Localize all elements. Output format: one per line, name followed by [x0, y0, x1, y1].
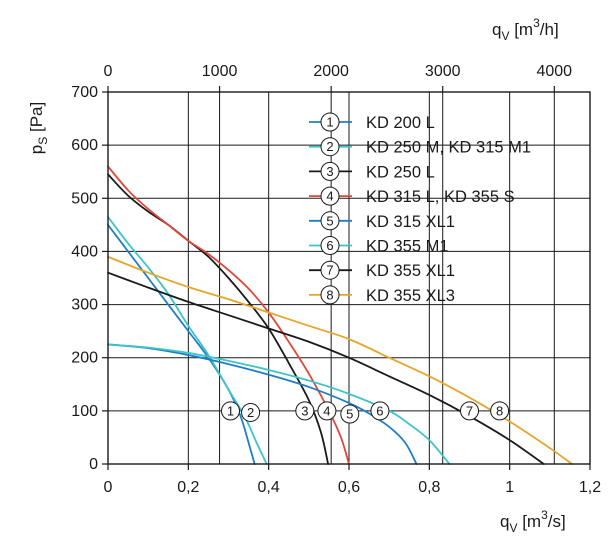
- curve-marker-5: 5: [340, 404, 360, 424]
- x-tick-label: 0,2: [177, 479, 199, 496]
- legend-marker-label: 2: [326, 139, 333, 154]
- x-tick-label: 0,6: [338, 479, 360, 496]
- legend-label: KD 315 XL1: [366, 213, 455, 231]
- legend-marker-circle: [320, 137, 340, 157]
- curve-marker-circle: [490, 401, 510, 421]
- legend-marker-circle: [320, 112, 340, 132]
- legend-item-4: 4 KD 315 L, KD 355 S: [309, 186, 515, 206]
- curve-marker-circle: [241, 402, 261, 422]
- legend-label: KD 315 L, KD 355 S: [366, 188, 515, 206]
- legend-marker-circle: [320, 236, 340, 255]
- series-line-2: [107, 215, 268, 465]
- legend-marker-label: 1: [326, 115, 333, 130]
- y-tick-label: 500: [71, 190, 98, 207]
- curve-marker-label: 5: [346, 407, 353, 422]
- x-axis-bottom-title: qV [m3/s]: [500, 508, 566, 535]
- legend-marker-label: 8: [326, 287, 333, 302]
- y-tick-label: 700: [71, 84, 98, 101]
- legend-item-3: 3 KD 250 L: [309, 161, 435, 181]
- legend-marker-label: 4: [326, 189, 333, 204]
- x-top-tick-label: 0: [104, 63, 113, 80]
- curve-marker-circle: [370, 401, 390, 421]
- legend-item-5: 5 KD 315 XL1: [309, 211, 455, 231]
- curve-marker-3: 3: [295, 401, 315, 421]
- legend-marker-circle: [320, 211, 340, 231]
- curve-marker-label: 4: [323, 403, 330, 418]
- x-axis-top-title: qV [m3/h]: [492, 16, 559, 43]
- x-top-tick-label: 2000: [313, 63, 349, 80]
- series-line-6: [107, 343, 451, 465]
- legend: 1 KD 200 L 2 KD 250 M, KD 315 M1 3 KD 250 L 4 K…: [309, 112, 531, 305]
- curve-marker-label: 2: [247, 405, 254, 420]
- legend-item-1: 1 KD 200 L: [309, 112, 435, 132]
- y-tick-label: 200: [71, 350, 98, 367]
- legend-label: KD 250 M, KD 315 M1: [366, 139, 531, 157]
- curve-marker-circle: [460, 401, 479, 421]
- legend-item-7: 7 KD 355 XL1: [309, 260, 455, 280]
- y-tick-label: 300: [71, 297, 98, 314]
- series-line-5: [107, 343, 418, 465]
- legend-marker-label: 7: [326, 263, 333, 278]
- legend-label: KD 355 XL3: [366, 287, 455, 305]
- legend-marker-circle: [320, 186, 340, 206]
- curve-marker-circle: [221, 401, 241, 421]
- legend-marker-circle: [320, 260, 340, 280]
- series-line-8: [107, 255, 573, 465]
- grid-lines: [108, 92, 590, 464]
- series-line-1: [107, 223, 256, 465]
- curve-marker-label: 1: [227, 403, 234, 418]
- curve-marker-label: 8: [496, 403, 503, 418]
- x-tick-label: 0: [104, 479, 113, 496]
- curve-marker-1: 1: [221, 401, 241, 421]
- x-top-tick-label: 1000: [202, 63, 238, 80]
- series-line-3: [107, 173, 330, 465]
- legend-marker-label: 5: [326, 213, 333, 228]
- x-tick-label: 0,4: [258, 479, 280, 496]
- y-tick-label: 600: [71, 137, 98, 154]
- curve-marker-4: 4: [317, 401, 337, 421]
- legend-label: KD 355 M1: [366, 238, 449, 256]
- curve-marker-circle: [317, 401, 337, 421]
- legend-marker-circle: [320, 285, 340, 305]
- y-tick-label: 0: [89, 456, 98, 473]
- curve-marker-circle: [340, 404, 360, 424]
- curve-marker-label: 7: [466, 403, 473, 418]
- legend-marker-label: 6: [326, 238, 333, 253]
- curve-marker-circle: [295, 401, 315, 421]
- x-tick-label: 1: [505, 479, 514, 496]
- legend-label: KD 200 L: [366, 114, 435, 132]
- x-tick-label: 0,8: [418, 479, 440, 496]
- curve-marker-7: 7: [460, 401, 479, 421]
- curve-marker-label: 3: [301, 403, 308, 418]
- x-top-tick-label: 4000: [536, 63, 572, 80]
- x-top-tick-label: 3000: [425, 63, 461, 80]
- legend-label: KD 250 L: [366, 163, 435, 181]
- curve-marker-label: 6: [376, 403, 383, 418]
- y-tick-label: 100: [71, 403, 98, 420]
- legend-item-6: 6 KD 355 M1: [309, 236, 449, 256]
- legend-item-2: 2 KD 250 M, KD 315 M1: [309, 137, 531, 157]
- x-tick-label: 1,2: [579, 479, 601, 496]
- curve-marker-8: 8: [490, 401, 510, 421]
- curve-marker-2: 2: [241, 402, 261, 422]
- legend-marker-label: 3: [326, 164, 333, 179]
- legend-item-8: 8 KD 355 XL3: [309, 285, 455, 305]
- legend-label: KD 355 XL1: [366, 262, 455, 280]
- y-axis-title: pS [Pa]: [27, 102, 50, 154]
- y-tick-label: 400: [71, 243, 98, 260]
- legend-marker-circle: [320, 161, 340, 181]
- axis-ticks: 0 100 200 300 400 500 600 700 0 0,2 0,4 0,6 0,8 1 1,2 0…: [71, 63, 601, 496]
- curve-marker-6: 6: [370, 401, 390, 421]
